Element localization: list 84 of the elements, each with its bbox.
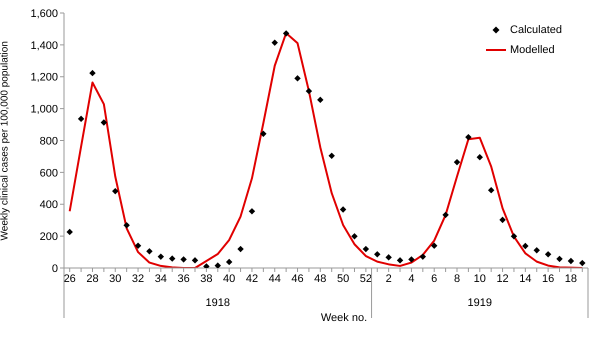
point [237, 246, 244, 252]
point [203, 263, 210, 268]
x-tick-label: 48 [314, 272, 326, 285]
point [134, 242, 142, 249]
x-tick-label: 14 [519, 272, 532, 285]
point [340, 206, 346, 213]
point [272, 39, 278, 46]
point [328, 152, 335, 159]
point [214, 262, 221, 268]
legend-label: Modelled [510, 44, 555, 56]
point [499, 216, 506, 224]
x-tick-label: 52 [360, 272, 372, 285]
point [306, 88, 312, 94]
point [510, 233, 518, 240]
point [282, 30, 290, 37]
point [420, 253, 426, 260]
x-tick-label: 34 [154, 272, 167, 285]
point [123, 222, 130, 228]
x-tick-label: 38 [200, 272, 213, 285]
point [374, 251, 380, 258]
point [454, 158, 460, 166]
point [78, 116, 84, 122]
point [396, 257, 404, 264]
x-tick-label: 4 [408, 272, 414, 285]
x-tick-label: 16 [542, 272, 554, 285]
point [522, 242, 529, 250]
point [579, 260, 586, 266]
x-tick-label: 28 [86, 272, 99, 285]
x-tick-label: 42 [246, 272, 258, 285]
point [100, 119, 108, 126]
x-axis-title: Week no. [320, 312, 368, 324]
point [192, 257, 198, 264]
point [442, 212, 449, 218]
point [476, 154, 483, 160]
point [568, 258, 574, 264]
y-tick-label: 400 [40, 199, 58, 212]
x-tick-label: 30 [109, 272, 122, 285]
y-tick-label: 1,000 [30, 104, 58, 116]
text: 1918 [206, 297, 230, 309]
y-tick-label: 1,200 [30, 72, 58, 84]
point [385, 254, 392, 261]
point [158, 253, 164, 260]
point [89, 70, 96, 76]
point [465, 134, 472, 140]
point [112, 188, 118, 194]
point [66, 228, 73, 236]
x-tick-label: 44 [268, 272, 281, 285]
point [317, 96, 324, 104]
point [351, 233, 358, 240]
x-tick-label: 12 [496, 272, 509, 285]
y-tick-label: 1,600 [30, 8, 58, 20]
y-tick-label: 1,400 [30, 40, 58, 52]
point [260, 130, 267, 138]
point [408, 256, 415, 263]
x-tick-label: 36 [177, 272, 190, 285]
y-tick-label: 600 [40, 167, 58, 180]
legend-label: Calculated [510, 24, 562, 36]
y-tick-label: 0 [52, 262, 58, 275]
point [226, 258, 232, 266]
x-tick-label: 46 [291, 272, 304, 285]
y-axis-title: Weekly clinical cases per 100,000 population [0, 41, 11, 240]
x-tick-label: 40 [223, 272, 236, 285]
y-tick-label: 800 [40, 135, 58, 148]
text: 1919 [468, 297, 492, 309]
x-tick-label: 8 [454, 272, 460, 285]
point [431, 242, 438, 249]
point [180, 256, 187, 263]
x-tick-label: 50 [336, 272, 350, 285]
point [169, 255, 176, 262]
x-tick-label: 18 [564, 272, 578, 285]
point [362, 246, 370, 252]
point [294, 75, 301, 82]
point [248, 208, 256, 214]
x-tick-label: 10 [474, 272, 486, 285]
y-tick-label: 200 [40, 231, 58, 244]
point [488, 187, 494, 194]
point [556, 256, 563, 262]
x-tick-label: 6 [431, 272, 438, 285]
x-tick-label: 32 [132, 272, 144, 285]
point [534, 247, 540, 254]
x-tick-label: 2 [386, 272, 392, 285]
x-tick-label: 26 [64, 272, 76, 285]
point [544, 251, 552, 258]
point [146, 248, 153, 254]
